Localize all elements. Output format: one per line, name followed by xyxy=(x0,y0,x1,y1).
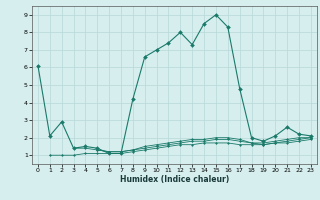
X-axis label: Humidex (Indice chaleur): Humidex (Indice chaleur) xyxy=(120,175,229,184)
